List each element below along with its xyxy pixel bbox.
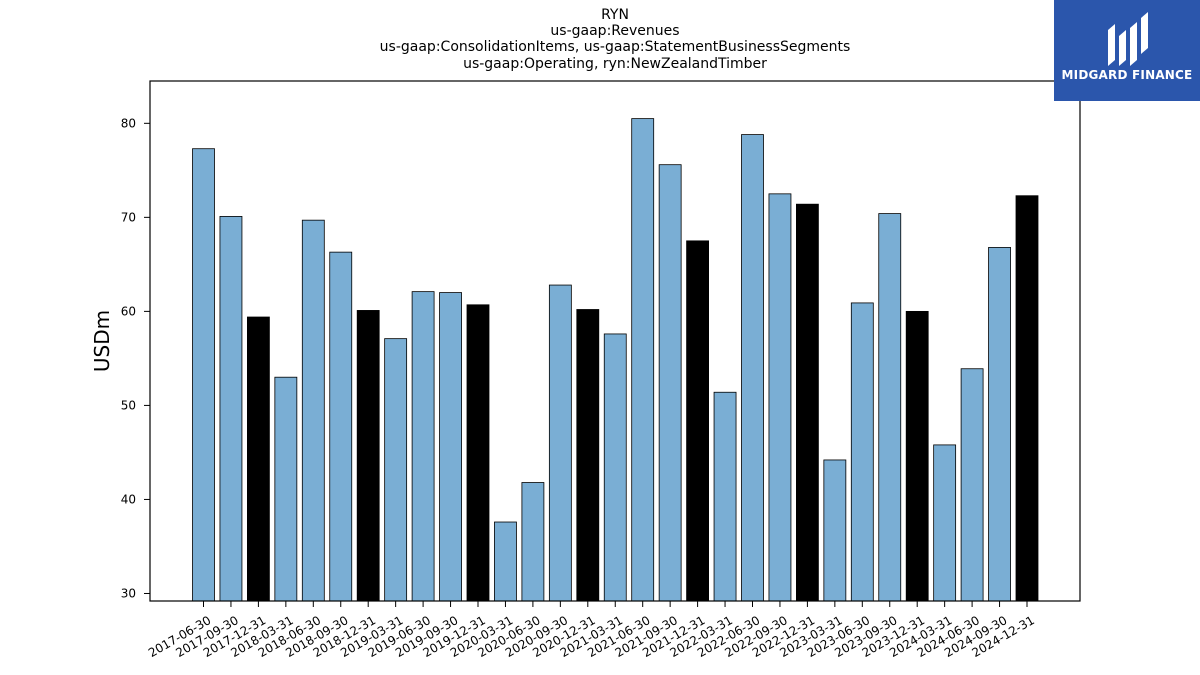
y-axis-label: USDm: [90, 310, 114, 372]
y-tick-label: 40: [121, 492, 136, 506]
bar-2023-09-30: [878, 213, 902, 602]
midgard-finance-logo: MIDGARD FINANCE: [1054, 0, 1200, 101]
chart-title-line-2: us-gaap:Revenues: [550, 23, 680, 39]
y-axis: 30 40 50 60 70 80: [121, 116, 150, 600]
bar-2022-09-30: [768, 193, 792, 602]
bar-2020-03-31: [494, 521, 517, 602]
y-tick-label: 60: [121, 304, 136, 318]
y-tick-label: 50: [121, 398, 136, 412]
bar-2017-06-30: [192, 148, 215, 602]
bar-2018-06-30: [301, 219, 325, 602]
bar-2020-12-31: [576, 309, 600, 602]
bar-2017-09-30: [219, 216, 243, 602]
chart-title-line-3: us-gaap:ConsolidationItems, us-gaap:Stat…: [379, 39, 851, 55]
bar-2019-03-31: [384, 338, 408, 602]
chart-title-line-1: RYN: [601, 7, 629, 23]
bar-2022-12-31: [796, 203, 819, 602]
bar-2022-06-30: [741, 134, 764, 602]
x-axis: 2017-06-302017-09-302017-12-312018-03-31…: [146, 601, 1037, 660]
bar-2019-09-30: [439, 292, 462, 602]
midgard-logo-icon: [1108, 12, 1148, 66]
logo-text: MIDGARD FINANCE: [1061, 68, 1193, 82]
y-tick-label: 80: [121, 116, 136, 130]
bar-2024-06-30: [960, 368, 984, 602]
bar-2024-12-31: [1015, 195, 1039, 602]
bar-2024-03-31: [933, 444, 957, 602]
bars-group: [192, 118, 1039, 602]
bar-2021-12-31: [686, 240, 709, 602]
bar-2018-03-31: [274, 376, 298, 602]
bar-2023-03-31: [823, 459, 847, 602]
bar-2024-09-30: [988, 247, 1011, 602]
bar-2020-09-30: [548, 284, 572, 602]
bar-2022-03-31: [713, 391, 737, 602]
chart-title-line-4: us-gaap:Operating, ryn:NewZealandTimber: [463, 56, 767, 72]
bar-2021-09-30: [658, 164, 682, 602]
bar-2018-09-30: [329, 251, 353, 602]
bar-2021-06-30: [631, 118, 655, 602]
y-tick-label: 70: [121, 210, 136, 224]
bar-2019-06-30: [411, 291, 435, 602]
bar-2019-12-31: [466, 304, 490, 602]
y-tick-label: 30: [121, 586, 136, 600]
bar-2018-12-31: [356, 310, 380, 602]
bar-2017-12-31: [246, 316, 270, 602]
bar-2023-06-30: [850, 302, 874, 602]
bar-2023-12-31: [905, 310, 929, 602]
bar-2020-06-30: [521, 482, 545, 602]
bar-2021-03-31: [603, 333, 627, 602]
